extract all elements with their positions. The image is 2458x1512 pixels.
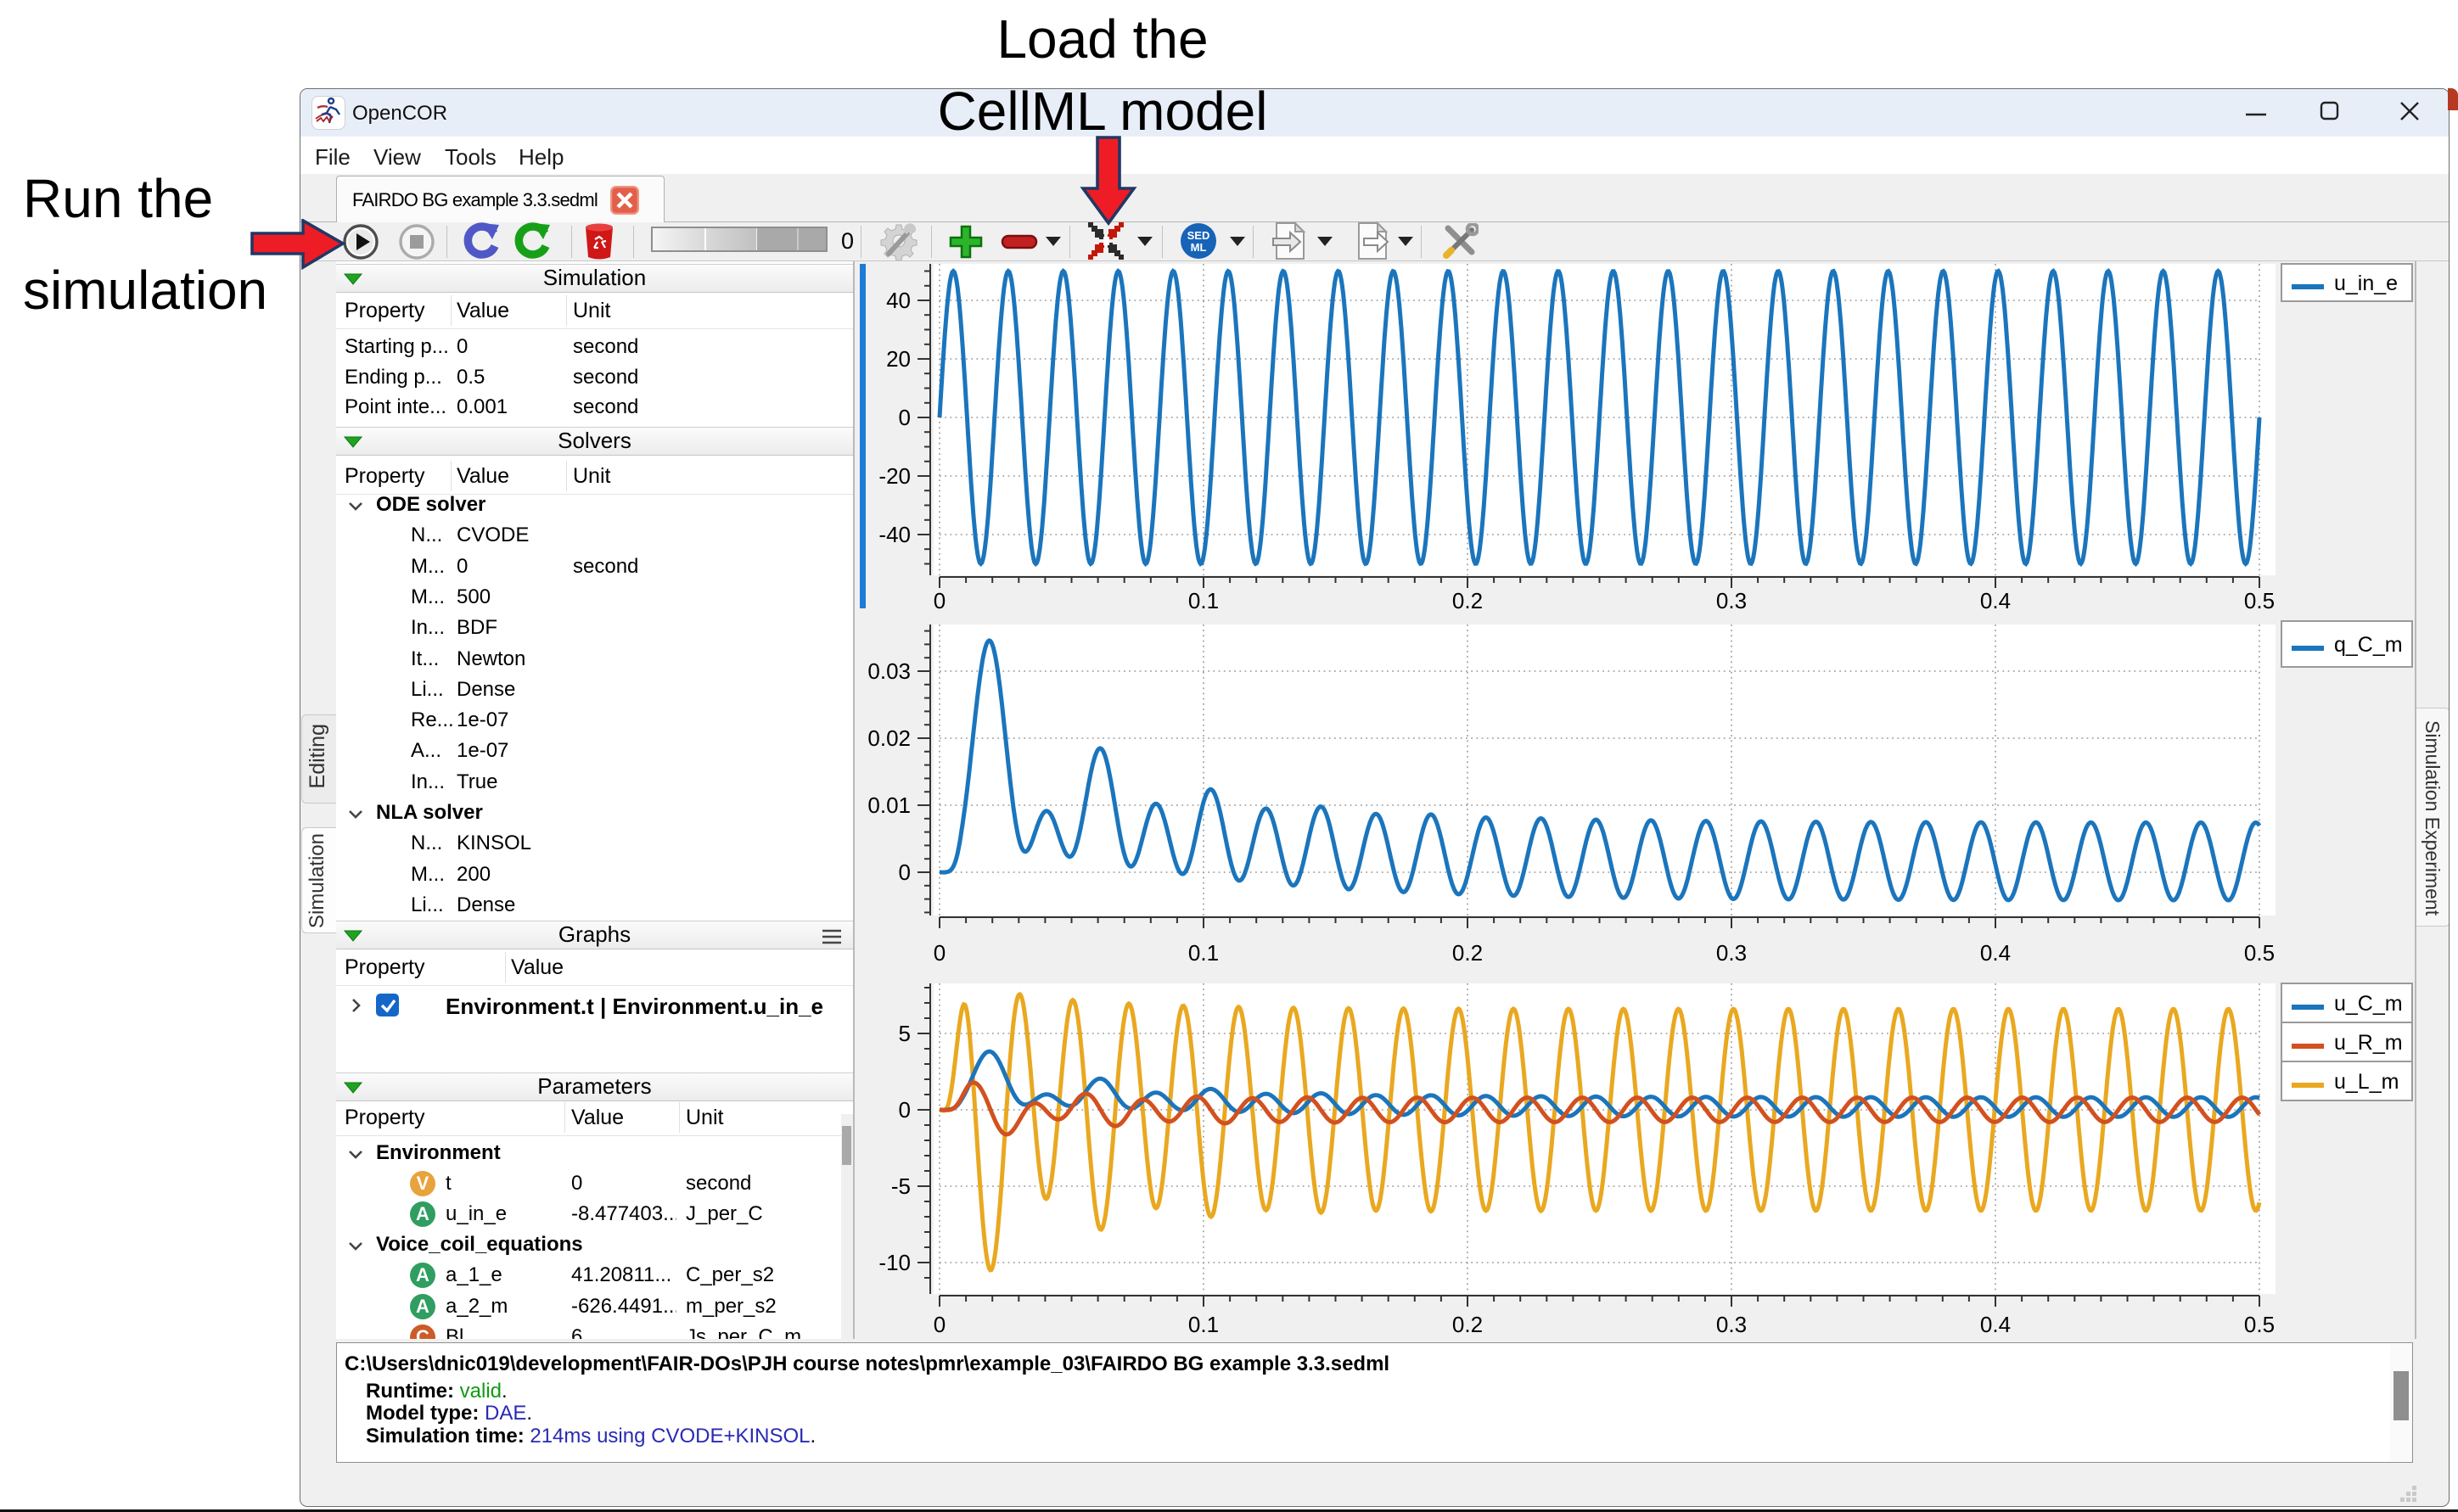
svg-text:q_C_m: q_C_m [2334,633,2403,657]
svg-text:u_C_m: u_C_m [2334,992,2403,1016]
svg-text:0: 0 [934,1312,946,1337]
svg-text:0.2: 0.2 [1452,588,1483,613]
svg-text:0.03: 0.03 [867,658,911,684]
svg-text:SED: SED [1187,229,1210,242]
svg-text:u_in_e: u_in_e [2334,272,2398,295]
svg-text:0: 0 [934,588,946,613]
svg-text:0.4: 0.4 [1980,940,2011,966]
svg-text:0.1: 0.1 [1188,940,1219,966]
svg-text:0.5: 0.5 [2244,588,2275,613]
svg-text:0.3: 0.3 [1716,1312,1747,1337]
svg-text:20: 20 [886,346,911,372]
svg-text:0.4: 0.4 [1980,588,2011,613]
svg-text:0: 0 [934,940,946,966]
svg-text:0.2: 0.2 [1452,1312,1483,1337]
svg-text:-5: -5 [891,1173,911,1199]
svg-text:0: 0 [899,860,911,885]
svg-text:0: 0 [899,405,911,430]
svg-text:-40: -40 [878,522,911,547]
svg-text:0.3: 0.3 [1716,940,1747,966]
svg-text:u_R_m: u_R_m [2334,1031,2403,1055]
svg-text:0.5: 0.5 [2244,940,2275,966]
svg-text:-20: -20 [878,463,911,489]
svg-text:0.3: 0.3 [1716,588,1747,613]
svg-text:0: 0 [899,1097,911,1123]
svg-text:0.1: 0.1 [1188,588,1219,613]
svg-text:40: 40 [886,288,911,313]
svg-text:0.01: 0.01 [867,792,911,818]
svg-text:-10: -10 [878,1250,911,1275]
svg-text:0.2: 0.2 [1452,940,1483,966]
svg-text:0.4: 0.4 [1980,1312,2011,1337]
svg-text:u_L_m: u_L_m [2334,1070,2399,1094]
svg-text:5: 5 [899,1021,911,1046]
svg-text:ML: ML [1191,241,1207,254]
svg-text:0.1: 0.1 [1188,1312,1219,1337]
svg-text:0.02: 0.02 [867,725,911,751]
svg-text:0.5: 0.5 [2244,1312,2275,1337]
